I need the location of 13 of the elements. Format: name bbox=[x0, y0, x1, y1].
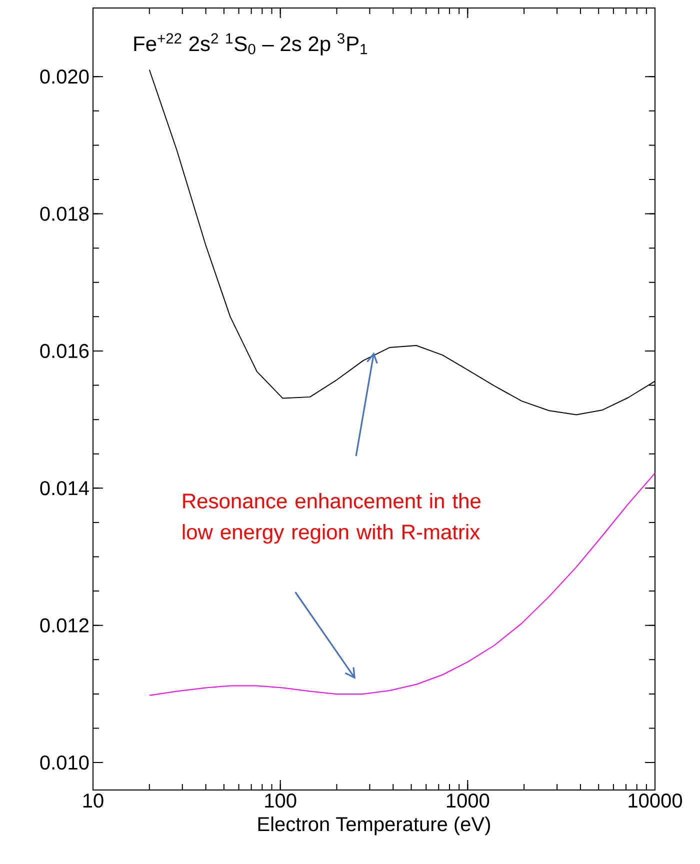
annotation: Resonance enhancement in the low energy region with R-matrix bbox=[182, 493, 480, 544]
x-tick-label: 10 bbox=[83, 794, 104, 808]
x-axis-title: Electron Temperature (eV) bbox=[258, 816, 490, 836]
x-tick-label: 1000 bbox=[446, 794, 490, 808]
y-tick-label: 0.012 bbox=[40, 618, 88, 632]
x-tick-label: 100 bbox=[265, 794, 296, 808]
y-tick-label: 0.016 bbox=[40, 344, 89, 358]
x-tick-label: 10000 bbox=[628, 794, 682, 808]
y-tick-label: 0.018 bbox=[40, 206, 89, 221]
y-tick-label: 0.010 bbox=[40, 755, 89, 770]
y-tick-label: 0.020 bbox=[40, 70, 89, 84]
y-tick-label: 0.014 bbox=[40, 481, 89, 496]
chart-title: Fe$^{+22}$ 2s$^{2 1}$S$_{0}$ – 2s 2p $^{3}$P$_{1}$ bbox=[134, 33, 368, 56]
